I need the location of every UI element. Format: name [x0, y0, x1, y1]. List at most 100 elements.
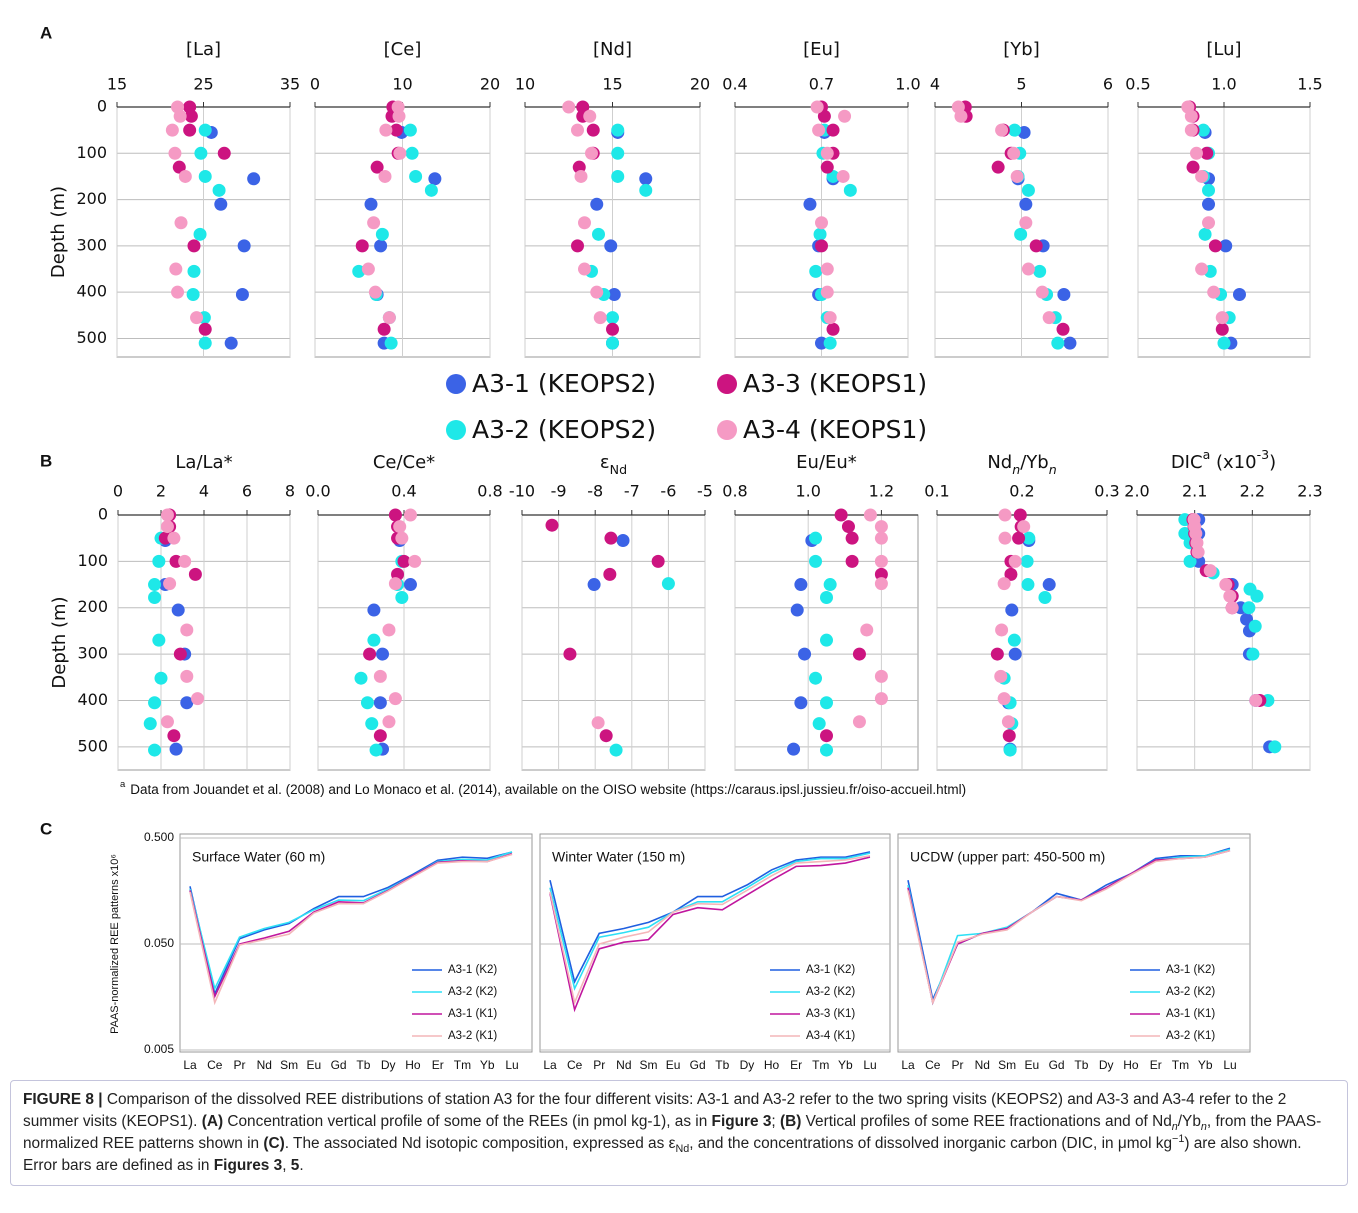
data-point — [198, 322, 212, 336]
data-point — [998, 531, 1012, 545]
data-point — [998, 508, 1012, 522]
x-tick-label: Sm — [639, 1058, 657, 1072]
title-part: a — [1203, 447, 1211, 462]
data-point — [1196, 123, 1210, 137]
data-point — [1240, 612, 1254, 626]
data-point — [661, 577, 675, 591]
data-point — [403, 578, 417, 592]
x-tick-label: 1.0 — [1211, 75, 1236, 94]
chart-title: Ndn/Ybn — [987, 452, 1056, 477]
x-tick-label: Ho — [1123, 1058, 1139, 1072]
data-point — [874, 554, 888, 568]
x-tick-label: -7 — [624, 482, 640, 501]
title-part: DIC — [1171, 452, 1203, 473]
data-point — [428, 172, 442, 186]
x-tick-label: Ce — [925, 1058, 941, 1072]
title-part: (x10 — [1210, 452, 1256, 473]
data-point — [363, 647, 377, 661]
x-tick-label: Pr — [952, 1058, 964, 1072]
data-point — [606, 322, 619, 336]
data-point — [365, 717, 379, 731]
data-point — [606, 311, 619, 325]
x-tick-label: Ho — [764, 1058, 780, 1072]
y-tick-label: 100 — [76, 143, 107, 162]
data-point — [611, 169, 625, 183]
data-point — [224, 336, 238, 350]
chart-title: [Eu] — [803, 39, 840, 60]
footnote-mark: a — [120, 779, 126, 790]
data-point — [1003, 743, 1017, 757]
data-point — [790, 603, 804, 617]
legend-label: A3-3 (K1) — [806, 1008, 855, 1020]
x-tick-label: 2.2 — [1240, 482, 1265, 501]
data-point — [143, 717, 157, 731]
data-point — [184, 109, 198, 123]
data-point — [1249, 693, 1263, 707]
caption-text: 5 — [290, 1157, 300, 1174]
data-point — [388, 508, 402, 522]
title-part: /Yb — [1020, 452, 1049, 473]
data-point — [809, 671, 823, 685]
data-point — [180, 669, 194, 683]
chart-title: [Ce] — [384, 39, 422, 60]
data-point — [378, 169, 392, 183]
data-point — [820, 160, 834, 174]
data-point — [408, 554, 422, 568]
data-point — [364, 197, 378, 211]
data-point — [995, 623, 1009, 637]
series-line — [549, 856, 871, 1013]
x-tick-label: 25 — [193, 75, 213, 94]
caption-text: Figures 3 — [213, 1157, 283, 1174]
data-point — [820, 262, 834, 276]
x-tick-label: Lu — [863, 1058, 876, 1072]
caption-text: . The associated Nd isotopic composition… — [284, 1135, 676, 1152]
data-point — [1051, 336, 1065, 350]
data-point — [169, 262, 183, 276]
data-point — [874, 669, 888, 683]
data-point — [874, 692, 888, 706]
panel-label: B — [40, 451, 52, 470]
data-point — [247, 172, 261, 186]
data-point — [171, 603, 185, 617]
title-part: n — [1049, 462, 1057, 477]
data-point — [382, 715, 396, 729]
data-point — [1248, 619, 1262, 633]
data-point — [787, 742, 801, 756]
x-tick-label: 0 — [310, 75, 320, 94]
data-point — [178, 554, 192, 568]
data-point — [997, 577, 1011, 591]
data-point — [217, 146, 231, 160]
data-point — [163, 577, 177, 591]
y-axis-label: PAAS-normalized REE patterns x10⁶ — [109, 854, 121, 1034]
data-point — [1063, 336, 1077, 350]
data-point — [382, 623, 396, 637]
data-point — [794, 578, 808, 592]
title-part: Nd — [987, 452, 1012, 473]
data-point — [1246, 647, 1260, 661]
caption-text: (A) — [201, 1113, 224, 1130]
series-line — [907, 849, 1231, 1006]
data-point — [168, 146, 182, 160]
footnote: a Data from Jouandet et al. (2008) and Lo… — [120, 779, 966, 797]
x-tick-label: 1.2 — [869, 482, 894, 501]
data-point — [1208, 239, 1222, 253]
data-point — [186, 288, 200, 301]
data-point — [841, 520, 855, 534]
data-point — [863, 508, 877, 522]
data-point — [1007, 633, 1021, 647]
x-tick-label: 20 — [480, 75, 500, 94]
data-point — [607, 288, 621, 301]
annotation: UCDW (upper part: 450-500 m) — [910, 849, 1105, 865]
data-point — [813, 227, 827, 241]
data-point — [377, 322, 391, 336]
data-point — [1242, 601, 1256, 615]
data-point — [235, 288, 249, 301]
data-point — [860, 623, 874, 637]
data-point — [874, 567, 888, 581]
data-point — [591, 716, 605, 730]
y-tick-label: 300 — [77, 644, 108, 663]
data-point — [1225, 601, 1239, 615]
legend-label: A3-1 (K1) — [448, 1008, 497, 1020]
data-point — [1202, 216, 1216, 230]
data-point — [593, 311, 607, 325]
